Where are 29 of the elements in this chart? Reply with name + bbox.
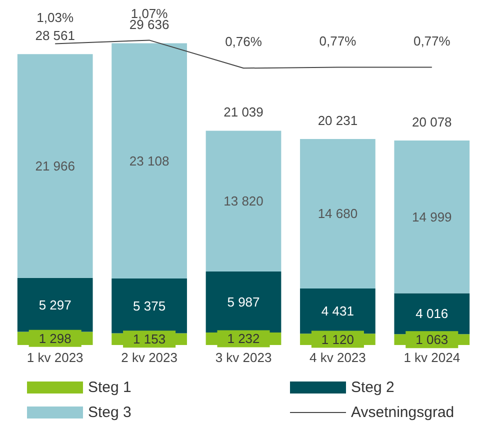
data-label: 5 987 bbox=[227, 294, 260, 310]
data-label: 0,76% bbox=[225, 34, 262, 50]
x-tick-label: 1 kv 2023 bbox=[26, 350, 84, 365]
legend-label: Avsetningsgrad bbox=[351, 404, 454, 421]
total-label: 20 231 bbox=[318, 112, 358, 128]
legend-label: Steg 3 bbox=[88, 404, 132, 421]
data-label: 4 016 bbox=[416, 306, 448, 322]
total-label: 28 561 bbox=[35, 28, 75, 44]
x-tick-label: 3 kv 2023 bbox=[215, 350, 272, 365]
data-label: 1,07% bbox=[130, 6, 168, 22]
total-label: 21 039 bbox=[224, 104, 264, 120]
data-label: 23 108 bbox=[129, 153, 170, 168]
data-label: 5 375 bbox=[133, 298, 166, 314]
data-label: 4 431 bbox=[321, 304, 354, 319]
data-label: 0,77% bbox=[319, 33, 357, 48]
total-label: 20 078 bbox=[412, 114, 452, 130]
data-label: 14 999 bbox=[412, 209, 452, 224]
x-tick-label: 1 kv 2024 bbox=[404, 350, 460, 365]
data-label: 0,77% bbox=[413, 33, 451, 48]
data-label: 1,03% bbox=[36, 10, 74, 25]
legend-label: Steg 1 bbox=[88, 379, 132, 396]
x-tick-label: 2 kv 2023 bbox=[121, 350, 178, 365]
data-label: 1 298 bbox=[38, 330, 72, 346]
data-label: 5 297 bbox=[38, 297, 72, 312]
legend-label: Steg 2 bbox=[351, 379, 394, 396]
data-label: 14 680 bbox=[318, 206, 358, 222]
data-label: 13 820 bbox=[224, 194, 264, 209]
data-label: 21 966 bbox=[35, 158, 75, 174]
x-tick-label: 4 kv 2023 bbox=[310, 350, 366, 365]
